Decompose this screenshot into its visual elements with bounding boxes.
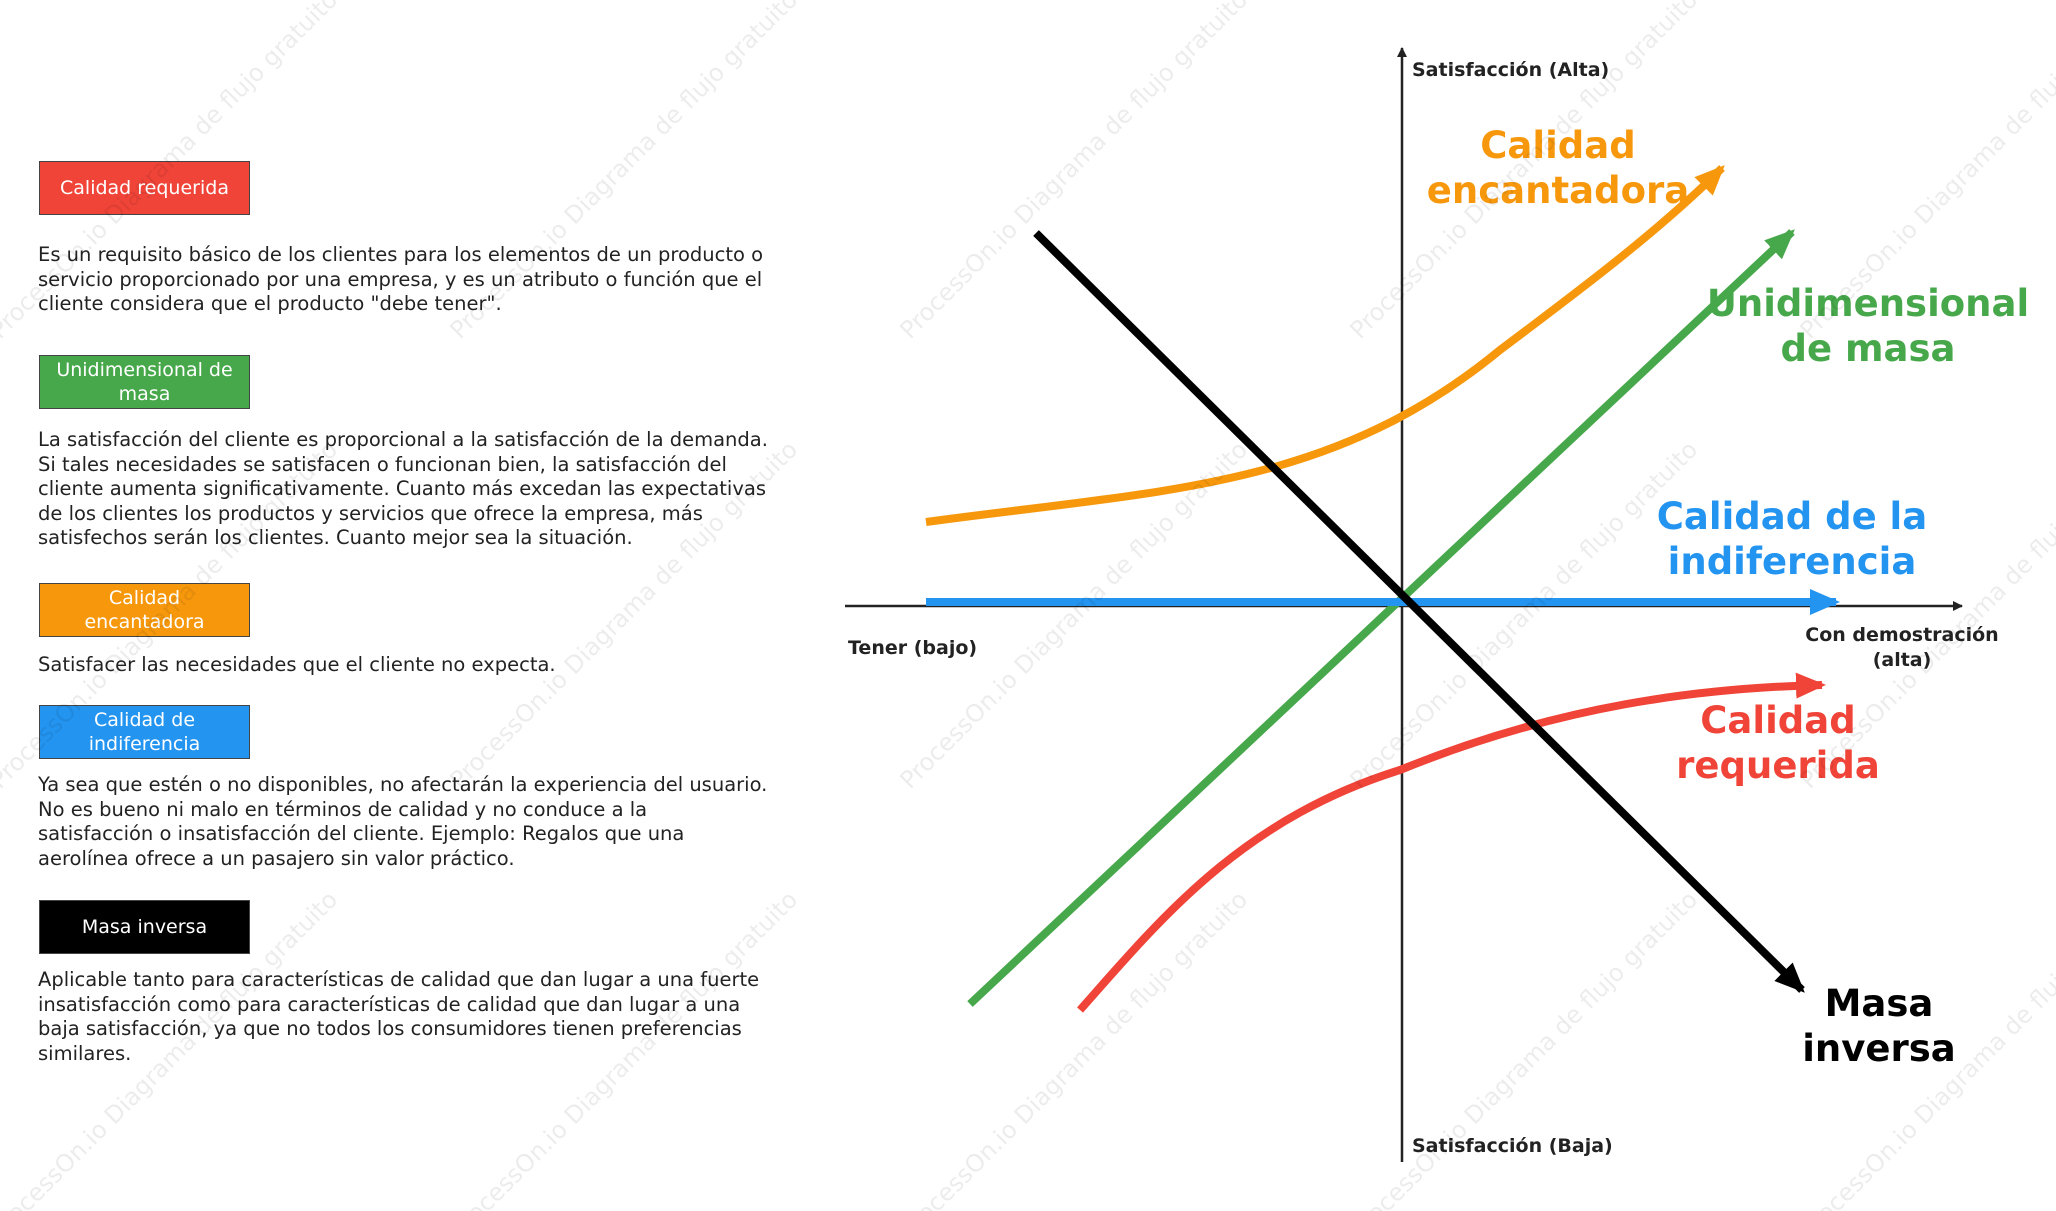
label-required-1: Calidad [1700, 699, 1855, 742]
legend-badge-required: Calidad requerida [39, 161, 250, 215]
legend-badge-indifference: Calidad de indiferencia [39, 705, 250, 759]
watermark: ProcessOn.io Diagrama de flujo gratuito [0, 436, 343, 795]
watermark: ProcessOn.io Diagrama de flujo gratuito [444, 436, 803, 795]
legend-desc-reverse: Aplicable tanto para características de … [38, 968, 760, 1065]
curve-required [1077, 672, 1826, 1013]
legend-badge-delight: Calidad encantadora [39, 583, 250, 637]
watermark: ProcessOn.io Diagrama de flujo gratuito [1344, 886, 1703, 1211]
legend-badge-reverse: Masa inversa [39, 900, 250, 954]
x-axis-right-label-2: (alta) [1873, 649, 1932, 671]
legend-badge-one-dimensional: Unidimensional de masa [39, 355, 250, 409]
label-reverse-2: inversa [1802, 1027, 1955, 1070]
curve-delight [925, 165, 1725, 526]
watermark: ProcessOn.io Diagrama de flujo gratuito [894, 436, 1253, 795]
label-indifference-2: indiferencia [1668, 540, 1917, 583]
label-indifference-1: Calidad de la [1657, 495, 1927, 538]
legend-desc-one-dimensional: La satisfacción del cliente es proporcio… [38, 428, 768, 549]
label-reverse-1: Masa [1825, 982, 1934, 1025]
watermark: ProcessOn.io Diagrama de flujo gratuito [0, 886, 343, 1211]
label-delight-2: encantadora [1427, 169, 1689, 212]
watermark: ProcessOn.io Diagrama de flujo gratuito [444, 886, 803, 1211]
label-one-dimensional-2: de masa [1781, 327, 1956, 370]
watermark: ProcessOn.io Diagrama de flujo gratuito [0, 0, 343, 344]
label-delight-1: Calidad [1480, 124, 1635, 167]
y-axis-top-label: Satisfacción (Alta) [1412, 59, 1609, 81]
label-one-dimensional-1: Unidimensional [1707, 282, 2029, 325]
legend-desc-required: Es un requisito básico de los clientes p… [38, 243, 764, 315]
legend-desc-indifference: Ya sea que estén o no disponibles, no af… [38, 773, 768, 870]
legend-desc-delight: Satisfacer las necesidades que el client… [38, 653, 556, 676]
watermark: ProcessOn.io Diagrama de flujo gratuito [1794, 436, 2056, 795]
watermark: ProcessOn.io Diagrama de flujo gratuito [894, 0, 1253, 344]
x-axis-left-label: Tener (bajo) [848, 637, 977, 659]
curve-reverse [1033, 230, 1805, 993]
y-axis-bottom-label: Satisfacción (Baja) [1412, 1135, 1613, 1157]
watermark: ProcessOn.io Diagrama de flujo gratuito [444, 0, 803, 344]
curve-one-dimensional [967, 229, 1795, 1007]
label-required-2: requerida [1676, 744, 1880, 787]
x-axis-right-label-1: Con demostración [1805, 624, 1998, 646]
watermark: ProcessOn.io Diagrama de flujo gratuito [894, 886, 1253, 1211]
